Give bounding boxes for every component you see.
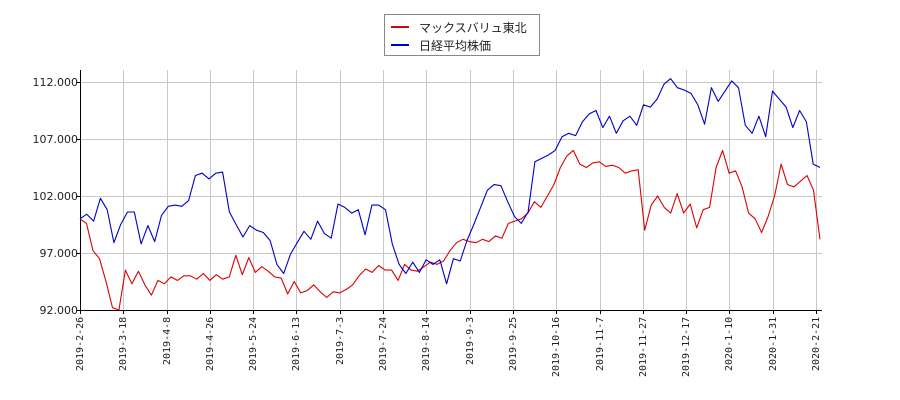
y-tick-label: 92.000 xyxy=(39,303,79,317)
legend-label: 日経平均株価 xyxy=(419,38,492,53)
x-tick-label: 2019-9-25 xyxy=(507,316,519,371)
x-tick-label: 2019-11-27 xyxy=(637,316,649,377)
x-tick-label: 2019-5-24 xyxy=(247,316,259,371)
y-tick-label: 112.000 xyxy=(32,75,79,89)
x-tick-label: 2019-3-18 xyxy=(117,316,129,371)
x-tick-label: 2019-8-14 xyxy=(420,316,432,371)
x-tick-label: 2019-9-3 xyxy=(464,316,476,365)
chart-legend: マックスバリュ東北 日経平均株価 xyxy=(384,14,540,56)
y-tick-label: 102.000 xyxy=(32,189,79,203)
x-tick-label: 2019-7-3 xyxy=(334,316,346,365)
x-tick-label: 2019-4-26 xyxy=(204,316,216,371)
legend-swatch-red xyxy=(391,26,409,28)
x-tick-label: 2019-2-26 xyxy=(74,316,86,371)
legend-swatch-blue xyxy=(391,44,409,46)
y-tick-label: 97.000 xyxy=(39,246,79,260)
x-tick-label: 2019-12-17 xyxy=(680,316,692,377)
x-tick-label: 2020-1-31 xyxy=(767,316,779,371)
legend-label: マックスバリュ東北 xyxy=(419,20,527,35)
x-tick-label: 2019-6-13 xyxy=(290,316,302,371)
x-tick-label: 2019-4-8 xyxy=(161,316,173,365)
x-tick-label: 2019-10-16 xyxy=(550,316,562,377)
x-tick-label: 2020-1-10 xyxy=(723,316,735,371)
x-tick-label: 2019-11-7 xyxy=(594,316,606,371)
x-tick-label: 2020-2-21 xyxy=(810,316,822,371)
legend-item-maxvalu-tohoku: マックスバリュ東北 xyxy=(391,19,527,35)
y-tick-label: 107.000 xyxy=(32,132,79,146)
series-line xyxy=(79,149,821,311)
legend-item-nikkei: 日経平均株価 xyxy=(391,37,491,53)
x-tick-label: 2019-7-24 xyxy=(377,316,389,371)
series-line xyxy=(79,78,821,285)
